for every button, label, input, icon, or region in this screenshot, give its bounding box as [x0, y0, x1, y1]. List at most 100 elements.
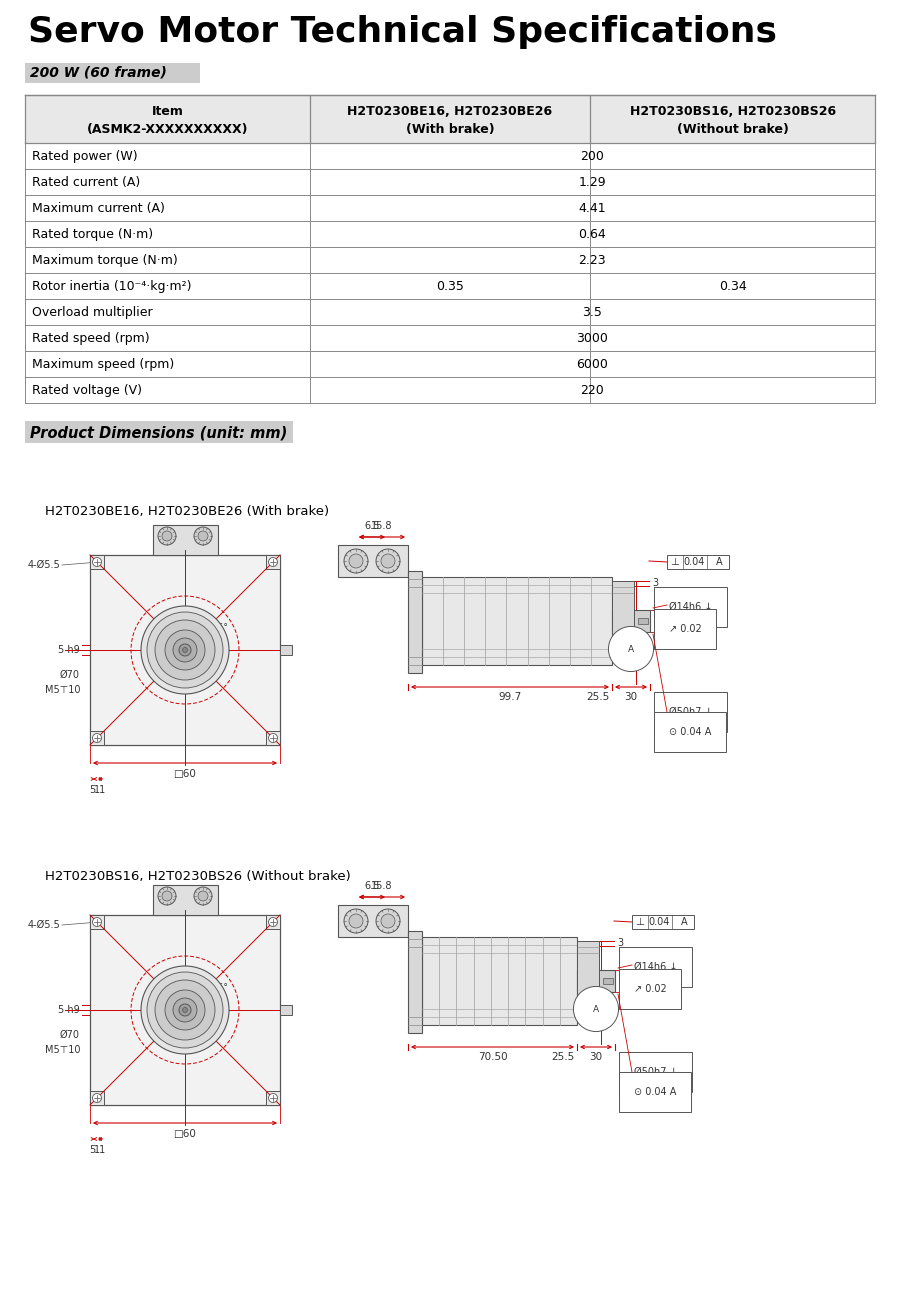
- Text: Overload multiplier: Overload multiplier: [32, 306, 153, 319]
- Text: 4-Ø5.5: 4-Ø5.5: [27, 560, 60, 570]
- Circle shape: [141, 966, 229, 1054]
- Circle shape: [183, 648, 187, 653]
- Text: 220: 220: [580, 384, 604, 397]
- Circle shape: [179, 1004, 191, 1017]
- Bar: [577, 940, 599, 1017]
- Text: 4-Ø5.5: 4-Ø5.5: [27, 920, 60, 930]
- Bar: [90, 555, 104, 569]
- Text: Ø14h6 ↓: Ø14h6 ↓: [669, 602, 713, 611]
- Text: 6.5: 6.5: [364, 521, 380, 531]
- Bar: [25, 63, 200, 83]
- Text: 5 h9: 5 h9: [58, 645, 80, 655]
- Text: 5 h9: 5 h9: [58, 1005, 80, 1015]
- Text: 45°: 45°: [213, 983, 229, 992]
- Circle shape: [162, 531, 172, 541]
- Text: Product Dimensions (unit: mm): Product Dimensions (unit: mm): [30, 424, 287, 440]
- Text: ⊥: ⊥: [635, 917, 644, 928]
- Text: 3: 3: [617, 938, 623, 948]
- Text: ⊙ 0.04 A: ⊙ 0.04 A: [669, 728, 711, 737]
- Circle shape: [93, 734, 102, 743]
- Text: □60: □60: [174, 769, 196, 779]
- Circle shape: [376, 550, 400, 573]
- Bar: [422, 577, 612, 666]
- Bar: [90, 555, 280, 746]
- Bar: [280, 1005, 292, 1015]
- Circle shape: [268, 557, 277, 566]
- Text: 15.8: 15.8: [371, 881, 392, 891]
- Circle shape: [158, 528, 176, 544]
- Bar: [90, 915, 280, 1106]
- Bar: [408, 931, 422, 1033]
- Text: H2T0230BS16, H2T0230BS26 (Without brake): H2T0230BS16, H2T0230BS26 (Without brake): [45, 869, 351, 882]
- Text: 5: 5: [89, 1146, 95, 1155]
- Bar: [612, 610, 650, 632]
- Text: 99.7: 99.7: [499, 691, 522, 702]
- Bar: [266, 1091, 280, 1106]
- Bar: [422, 937, 577, 1026]
- Text: (ASMK2-XXXXXXXXXX): (ASMK2-XXXXXXXXXX): [86, 123, 248, 135]
- Bar: [638, 618, 648, 624]
- Text: 70.50: 70.50: [478, 1053, 508, 1062]
- Bar: [408, 571, 422, 673]
- Circle shape: [381, 553, 395, 568]
- Text: Maximum speed (rpm): Maximum speed (rpm): [32, 359, 175, 372]
- Text: Ø50h7 ↓: Ø50h7 ↓: [634, 1067, 678, 1077]
- Text: 2.23: 2.23: [579, 254, 607, 267]
- Circle shape: [155, 620, 215, 680]
- Circle shape: [158, 888, 176, 906]
- Text: 0.35: 0.35: [436, 280, 464, 293]
- Text: A: A: [680, 917, 688, 928]
- Text: Ø14h6 ↓: Ø14h6 ↓: [634, 962, 678, 971]
- Circle shape: [349, 915, 363, 928]
- Bar: [667, 555, 729, 569]
- Circle shape: [344, 909, 368, 933]
- Text: 0.64: 0.64: [579, 228, 607, 241]
- Circle shape: [93, 917, 102, 926]
- Bar: [266, 731, 280, 746]
- Circle shape: [93, 1094, 102, 1103]
- Bar: [338, 544, 408, 577]
- Text: M5⊤10: M5⊤10: [44, 1045, 80, 1055]
- Text: 6.5: 6.5: [364, 881, 380, 891]
- Text: 11: 11: [94, 786, 106, 795]
- Text: 11: 11: [94, 1146, 106, 1155]
- Text: Rated current (A): Rated current (A): [32, 175, 140, 190]
- Text: ⊥: ⊥: [670, 557, 680, 568]
- Circle shape: [268, 917, 277, 926]
- Bar: [577, 970, 615, 992]
- Text: H2T0230BE16, H2T0230BE26 (With brake): H2T0230BE16, H2T0230BE26 (With brake): [45, 504, 329, 519]
- Bar: [25, 95, 875, 143]
- Text: M5⊤10: M5⊤10: [44, 685, 80, 695]
- Circle shape: [381, 915, 395, 928]
- Text: Ø70: Ø70: [60, 1029, 80, 1040]
- Text: Servo Motor Technical Specifications: Servo Motor Technical Specifications: [28, 15, 777, 49]
- Bar: [152, 885, 218, 915]
- Text: ↗ 0.02: ↗ 0.02: [634, 984, 667, 995]
- Circle shape: [194, 888, 212, 906]
- Bar: [90, 1091, 104, 1106]
- Circle shape: [183, 1007, 187, 1013]
- Text: Rated torque (N·m): Rated torque (N·m): [32, 228, 153, 241]
- Text: Rated voltage (V): Rated voltage (V): [32, 384, 142, 397]
- Bar: [612, 580, 634, 657]
- Text: 30: 30: [625, 691, 637, 702]
- Text: 3000: 3000: [576, 332, 608, 344]
- Text: 25.5: 25.5: [587, 691, 609, 702]
- Bar: [632, 915, 694, 929]
- Text: 200: 200: [580, 150, 604, 163]
- Text: Rotor inertia (10⁻⁴·kg·m²): Rotor inertia (10⁻⁴·kg·m²): [32, 280, 192, 293]
- Text: 45°: 45°: [213, 623, 229, 632]
- Text: H2T0230BS16, H2T0230BS26: H2T0230BS16, H2T0230BS26: [630, 104, 836, 117]
- Circle shape: [198, 891, 208, 900]
- Text: Rated power (W): Rated power (W): [32, 150, 138, 163]
- Text: Maximum torque (N·m): Maximum torque (N·m): [32, 254, 178, 267]
- Circle shape: [194, 528, 212, 544]
- Bar: [90, 731, 104, 746]
- Text: 3: 3: [652, 578, 658, 588]
- Text: 15.8: 15.8: [371, 521, 392, 531]
- Text: Maximum current (A): Maximum current (A): [32, 203, 165, 215]
- Circle shape: [376, 909, 400, 933]
- Text: 14: 14: [623, 977, 636, 986]
- Text: □60: □60: [174, 1129, 196, 1139]
- Circle shape: [165, 630, 205, 670]
